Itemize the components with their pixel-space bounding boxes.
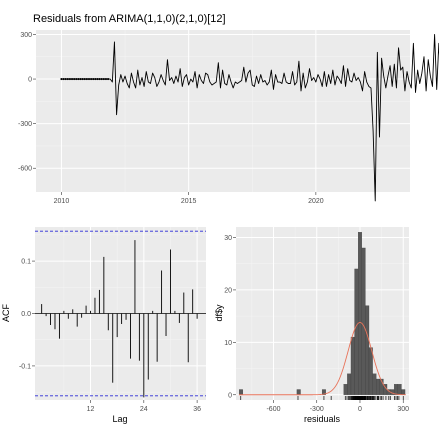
histogram-bar [296, 389, 301, 395]
acf-y-ticks: 0.1 0.0 -0.1 [19, 259, 35, 370]
residual-timeseries-panel: Residuals from ARIMA(1,1,0)(2,1,0)[12] 2… [18, 13, 439, 205]
residual-point [64, 77, 67, 81]
residual-point [94, 77, 97, 81]
histogram-bars [239, 232, 406, 395]
histogram-bar [321, 389, 326, 395]
residual-point [70, 77, 74, 81]
timeseries-line-layer [60, 34, 439, 202]
histogram-y-tick-label: 20 [224, 287, 232, 294]
histogram-x-ticks: -600 -300 0 300 [266, 400, 409, 413]
residual-point [68, 77, 72, 81]
histogram-density-curve [238, 321, 406, 396]
histogram-x-tick-label: 0 [358, 406, 362, 413]
histogram-y-tick-label: 10 [224, 340, 232, 347]
timeseries-plot-area [36, 30, 410, 192]
acf-x-tick-label: 24 [140, 406, 148, 413]
histogram-y-tick-label: 30 [224, 235, 232, 242]
histogram-bar [239, 389, 243, 395]
residual-plot-title: Residuals from ARIMA(1,1,0)(2,1,0)[12] [33, 13, 226, 25]
acf-bars [35, 240, 206, 398]
residual-point [106, 77, 110, 81]
acf-y-tick-label: 0.1 [21, 259, 31, 266]
residual-point [96, 77, 99, 81]
residual-histogram-panel: -600 -300 0 300 0 10 20 30 residuals df$y [214, 227, 409, 424]
histogram-y-tick-label: 0 [228, 392, 232, 399]
histogram-y-axis-title: df$y [214, 304, 224, 322]
residual-point [100, 77, 103, 81]
timeseries-y-ticks: 300 0 -300 -600 [18, 32, 36, 173]
acf-y-axis-title: ACF [1, 303, 11, 322]
timeseries-x-tick-label: 2010 [54, 198, 70, 205]
acf-panel: 12 24 36 0.1 0.0 -0.1 Lag ACF [1, 227, 206, 424]
histogram-x-tick-label: -600 [266, 406, 280, 413]
histogram-bar [401, 389, 406, 395]
histogram-bar [372, 373, 377, 395]
timeseries-y-tick-label: -600 [18, 166, 32, 173]
normal-density-curve [238, 321, 406, 396]
residual-series-line [61, 34, 439, 202]
residual-point [87, 77, 91, 81]
residual-point [79, 77, 82, 81]
timeseries-x-tick-label: 2020 [308, 198, 324, 205]
residual-point [98, 77, 101, 81]
residual-point [62, 77, 65, 81]
histogram-y-ticks: 0 10 20 30 [224, 235, 236, 399]
histogram-bar [397, 384, 402, 395]
timeseries-y-tick-label: -300 [18, 121, 32, 128]
residual-point [90, 77, 93, 81]
histogram-bar [343, 384, 348, 395]
residual-point [92, 77, 95, 81]
timeseries-y-tick-label: 300 [20, 32, 32, 39]
acf-confidence-bounds [35, 230, 206, 397]
residual-point [85, 77, 88, 81]
acf-x-ticks: 12 24 36 [87, 400, 201, 413]
histogram-rug [240, 396, 404, 400]
residual-point [83, 77, 86, 81]
residual-point [77, 77, 80, 81]
histogram-bar [376, 378, 380, 395]
histogram-bar [365, 305, 370, 395]
residual-point [104, 77, 108, 81]
histogram-bar [394, 384, 398, 395]
residual-point [102, 77, 105, 81]
histogram-bar [358, 232, 362, 395]
residual-point [66, 77, 69, 81]
acf-x-tick-label: 36 [193, 406, 201, 413]
acf-y-tick-label: 0.0 [21, 311, 31, 318]
residual-point [75, 77, 78, 81]
histogram-bar [368, 347, 373, 395]
histogram-bar [347, 373, 352, 395]
timeseries-x-tick-label: 2015 [181, 198, 197, 205]
histogram-x-tick-label: 300 [397, 406, 409, 413]
timeseries-gridlines [36, 30, 410, 192]
histogram-bar [354, 268, 359, 395]
histogram-x-tick-label: -300 [310, 406, 324, 413]
histogram-plot-area [236, 227, 409, 400]
timeseries-y-tick-label: 0 [28, 77, 32, 84]
histogram-x-axis-title: residuals [304, 414, 341, 424]
residual-point [81, 77, 84, 81]
histogram-bar [350, 336, 355, 395]
timeseries-x-ticks: 2010 2015 2020 [54, 192, 324, 205]
residual-point [73, 77, 76, 81]
acf-x-tick-label: 12 [87, 406, 95, 413]
histogram-bar [361, 247, 366, 395]
acf-y-tick-label: -0.1 [19, 363, 31, 370]
acf-x-axis-title: Lag [112, 414, 127, 424]
residual-point [60, 77, 63, 81]
